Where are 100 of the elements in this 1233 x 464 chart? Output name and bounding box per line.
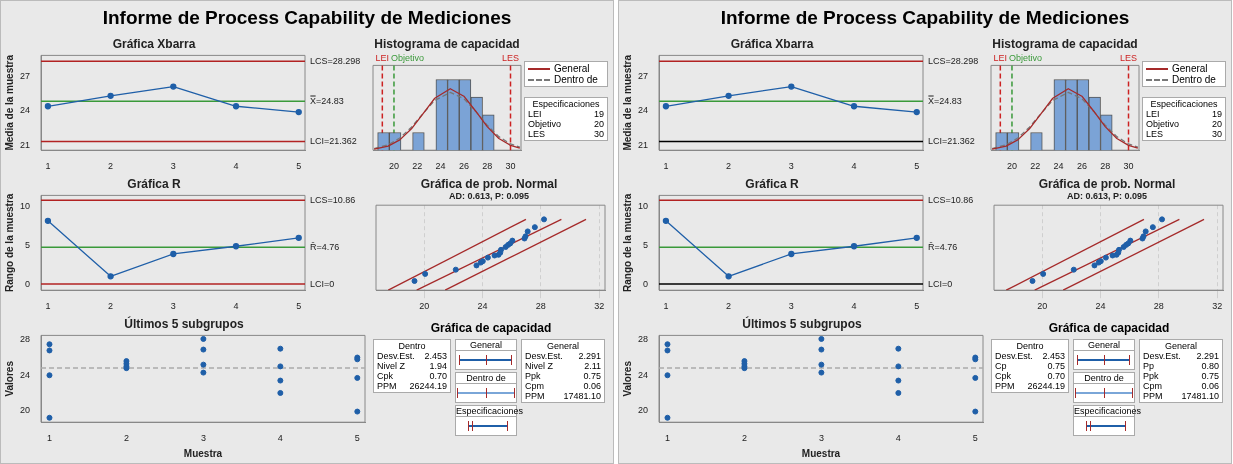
text: 2.453 [424, 351, 447, 361]
text: 20 [593, 119, 604, 129]
x-tick-label: 24 [477, 301, 488, 312]
x-tick-label: 4 [233, 301, 239, 312]
x-tick-label: 3 [170, 301, 176, 312]
text: 19 [593, 109, 604, 119]
x-tick-label: 28 [1100, 161, 1111, 172]
x-tick-label: 1 [45, 301, 51, 312]
y-tick-label: 27 [638, 70, 649, 81]
x-tick-label: 3 [170, 161, 176, 172]
text: 19 [1211, 109, 1222, 119]
y-tick-label: 27 [20, 70, 31, 81]
text: Ppk [1143, 371, 1159, 381]
text: 0.75 [1047, 361, 1065, 371]
text: Dentro [397, 341, 427, 351]
text: LEI [528, 109, 542, 119]
x-tick-label: 1 [46, 433, 52, 444]
ref-line-label: R̄=4.76 [928, 241, 958, 252]
text: 2.453 [1042, 351, 1065, 361]
text: General [456, 340, 516, 351]
chart-title: Histograma de capacidad [992, 36, 1138, 51]
x-tick-label: 2 [123, 433, 129, 444]
text: PPM [1143, 391, 1163, 401]
text: Especificaciones [1149, 99, 1219, 109]
x-tick-label: 5 [296, 161, 302, 172]
y-axis-title: Media de la muestra [621, 54, 633, 151]
y-axis-title: Rango de la muestra [3, 193, 15, 292]
text: 0.70 [1047, 371, 1065, 381]
text: Objetivo [1146, 119, 1180, 129]
legend-label: General [554, 63, 590, 74]
x-tick-label: 3 [818, 433, 824, 444]
x-tick-label: 2 [108, 161, 114, 172]
text: 2.291 [1196, 351, 1219, 361]
text: Desv.Est. [525, 351, 563, 361]
y-tick-label: 21 [638, 140, 649, 151]
text: 0.80 [1201, 361, 1219, 371]
text: Pp [1143, 361, 1155, 371]
y-tick-label: 20 [20, 405, 31, 416]
x-tick-label: 20 [1037, 301, 1048, 312]
y-tick-label: 10 [638, 201, 649, 212]
x-axis-title: Muestra [183, 447, 223, 459]
x-tick-label: 4 [277, 433, 283, 444]
text: Cpm [1143, 381, 1163, 391]
text: 26244.19 [409, 381, 447, 391]
x-tick-label: 3 [788, 301, 794, 312]
x-tick-label: 26 [458, 161, 469, 172]
x-tick-label: 28 [535, 301, 546, 312]
x-tick-label: 1 [664, 433, 670, 444]
ref-line-label: R̄=4.76 [310, 241, 340, 252]
text: 0.06 [583, 381, 601, 391]
chart-title: Gráfica de prob. Normal [1038, 176, 1176, 191]
text: 20 [1211, 119, 1222, 129]
x-axis-title: Muestra [801, 447, 841, 459]
x-tick-label: 24 [435, 161, 446, 172]
text: 2.11 [584, 361, 601, 371]
text: Nivel Z [377, 361, 406, 371]
legend-label: Dentro de [1172, 74, 1216, 85]
text: 0.75 [583, 371, 601, 381]
text: PPM [377, 381, 397, 391]
y-tick-label: 24 [638, 369, 649, 380]
text: LES [1146, 129, 1164, 139]
x-tick-label: 22 [412, 161, 423, 172]
text: Desv.Est. [377, 351, 415, 361]
legend-label: Dentro de [554, 74, 598, 85]
ref-line-label: LCI=0 [928, 278, 953, 289]
text: 0.70 [429, 371, 447, 381]
ref-line-label: X̿=24.83 [309, 94, 344, 106]
y-axis-title: Media de la muestra [3, 54, 15, 151]
y-tick-label: 20 [638, 405, 649, 416]
x-tick-label: 4 [233, 161, 239, 172]
y-tick-label: 10 [20, 201, 31, 212]
text: Gráfica de capacidad [1047, 320, 1171, 337]
chart-title: Gráfica Xbarra [730, 36, 814, 51]
text: Nivel Z [525, 361, 554, 371]
x-tick-label: 20 [1006, 161, 1017, 172]
text: Desv.Est. [1143, 351, 1181, 361]
x-tick-label: 28 [482, 161, 493, 172]
x-tick-label: 4 [851, 161, 857, 172]
y-axis-title: Valores [3, 360, 15, 397]
text: General [1164, 341, 1198, 351]
ref-line-label: LES [502, 53, 520, 64]
text: 0.06 [1201, 381, 1219, 391]
text: Cpk [377, 371, 394, 381]
chart-title: Gráfica Xbarra [112, 36, 196, 51]
ref-line-label: X̿=24.83 [927, 94, 962, 106]
chart-title: Últimos 5 subgrupos [742, 315, 862, 331]
y-axis-title: Rango de la muestra [621, 193, 633, 292]
x-tick-label: 5 [972, 433, 978, 444]
chart-title: Gráfica R [745, 176, 800, 191]
x-tick-label: 4 [851, 301, 857, 312]
text: 1.94 [429, 361, 447, 371]
legend-label: General [1172, 63, 1208, 74]
text: 26244.19 [1027, 381, 1065, 391]
x-tick-label: 2 [741, 433, 747, 444]
text: Cpk [995, 371, 1012, 381]
x-tick-label: 24 [1053, 161, 1064, 172]
text: 17481.10 [563, 391, 601, 401]
chart-subtitle: AD: 0.613, P: 0.095 [448, 191, 530, 202]
y-tick-label: 24 [20, 105, 31, 116]
ref-line-label: LEI [993, 53, 1008, 64]
